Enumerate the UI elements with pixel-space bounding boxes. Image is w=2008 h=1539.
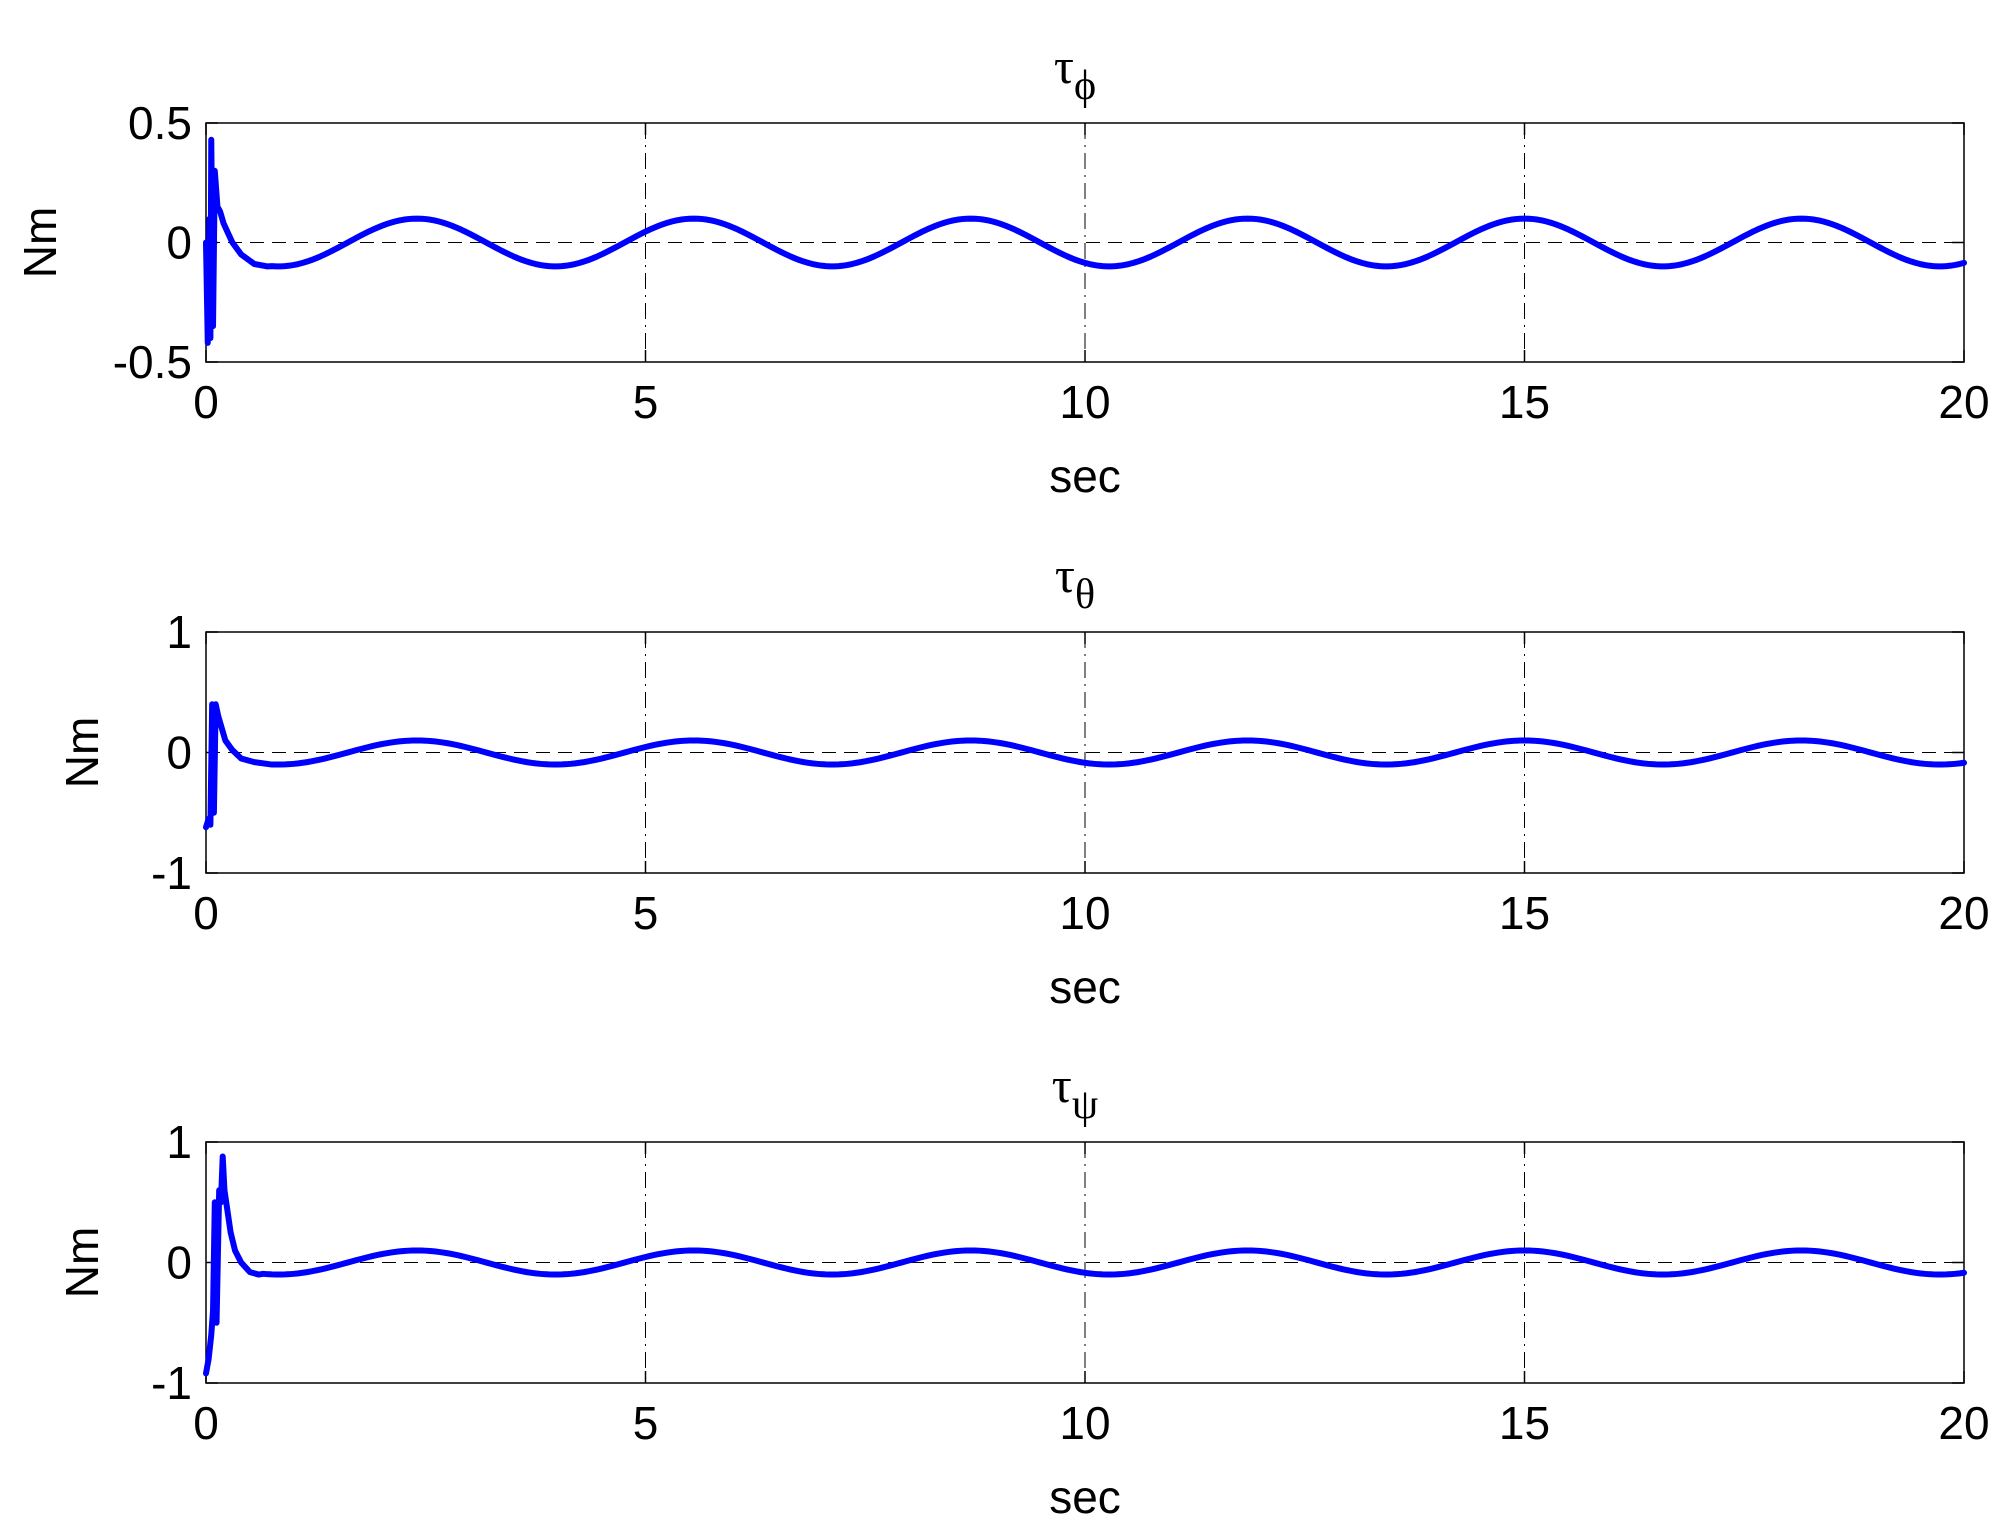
chart-title: τϕ: [1054, 38, 1096, 109]
x-tick-label: 20: [1938, 1397, 1989, 1449]
y-tick-label: -0.5: [113, 336, 192, 388]
y-tick-label: 0.5: [128, 97, 192, 149]
x-tick-label: 20: [1938, 887, 1989, 939]
x-tick-label: 10: [1059, 1397, 1110, 1449]
y-tick-label: 0: [166, 217, 192, 269]
x-axis-label: sec: [1049, 1471, 1121, 1523]
title-subscript: ϕ: [1074, 63, 1096, 109]
x-tick-label: 0: [193, 887, 219, 939]
x-tick-label: 20: [1938, 376, 1989, 428]
title-symbol: τ: [1055, 547, 1075, 603]
x-tick-label: 10: [1059, 376, 1110, 428]
x-axis-label: sec: [1049, 961, 1121, 1013]
title-subscript: θ: [1075, 572, 1095, 618]
y-tick-label: 0: [166, 727, 192, 779]
y-tick-label: -1: [151, 1357, 192, 1409]
x-tick-label: 0: [193, 1397, 219, 1449]
chart-title: τψ: [1052, 1057, 1098, 1128]
chart-title: τθ: [1055, 547, 1095, 618]
series-line: [203, 136, 1967, 346]
y-tick-label: 0: [166, 1237, 192, 1289]
y-tick-label: 1: [166, 606, 192, 658]
title-subscript: ψ: [1072, 1082, 1098, 1128]
y-axis-label: Nm: [56, 1227, 108, 1299]
x-tick-label: 0: [193, 376, 219, 428]
series-line: [203, 701, 1967, 831]
x-tick-label: 5: [633, 376, 659, 428]
y-tick-label: -1: [151, 847, 192, 899]
title-symbol: τ: [1054, 38, 1074, 94]
x-axis-label: sec: [1049, 450, 1121, 502]
x-tick-label: 15: [1499, 376, 1550, 428]
series-line: [203, 1153, 1967, 1377]
y-tick-label: 1: [166, 1116, 192, 1168]
x-tick-label: 15: [1499, 1397, 1550, 1449]
x-tick-label: 15: [1499, 887, 1550, 939]
x-tick-label: 5: [633, 887, 659, 939]
x-tick-label: 10: [1059, 887, 1110, 939]
x-tick-label: 5: [633, 1397, 659, 1449]
y-axis-label: Nm: [14, 207, 66, 279]
title-symbol: τ: [1052, 1057, 1072, 1113]
y-axis-label: Nm: [56, 717, 108, 789]
